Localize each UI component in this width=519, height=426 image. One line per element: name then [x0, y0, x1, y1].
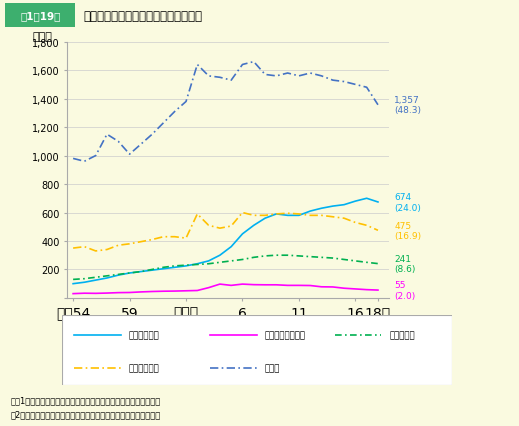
Text: （人）: （人） [32, 32, 52, 42]
Text: 2　（　）内は，高齢者の状態別死者数の構成率（％）である。: 2 （ ）内は，高齢者の状態別死者数の構成率（％）である。 [10, 410, 160, 419]
Text: 自動車乗車中: 自動車乗車中 [128, 331, 159, 340]
Text: 注　1　警察庁資料による。ただし，「その他」は省略している。: 注 1 警察庁資料による。ただし，「その他」は省略している。 [10, 396, 160, 405]
FancyBboxPatch shape [5, 4, 75, 28]
Text: 原付乗車中: 原付乗車中 [389, 331, 415, 340]
Text: 1,357
(48.3): 1,357 (48.3) [394, 96, 421, 115]
Text: 55
(2.0): 55 (2.0) [394, 281, 416, 300]
Text: 674
(24.0): 674 (24.0) [394, 193, 421, 212]
Text: 第1－19図: 第1－19図 [20, 11, 60, 21]
Text: 241
(8.6): 241 (8.6) [394, 254, 416, 273]
Text: 自動二輪車乗車中: 自動二輪車乗車中 [265, 331, 306, 340]
Text: 高齢者の状態別交通事故死者数の推移: 高齢者の状態別交通事故死者数の推移 [83, 9, 202, 23]
Text: 歩行中: 歩行中 [265, 363, 280, 372]
Text: 475
(16.9): 475 (16.9) [394, 221, 421, 240]
Text: 自転車乗用中: 自転車乗用中 [128, 363, 159, 372]
FancyBboxPatch shape [62, 315, 452, 386]
